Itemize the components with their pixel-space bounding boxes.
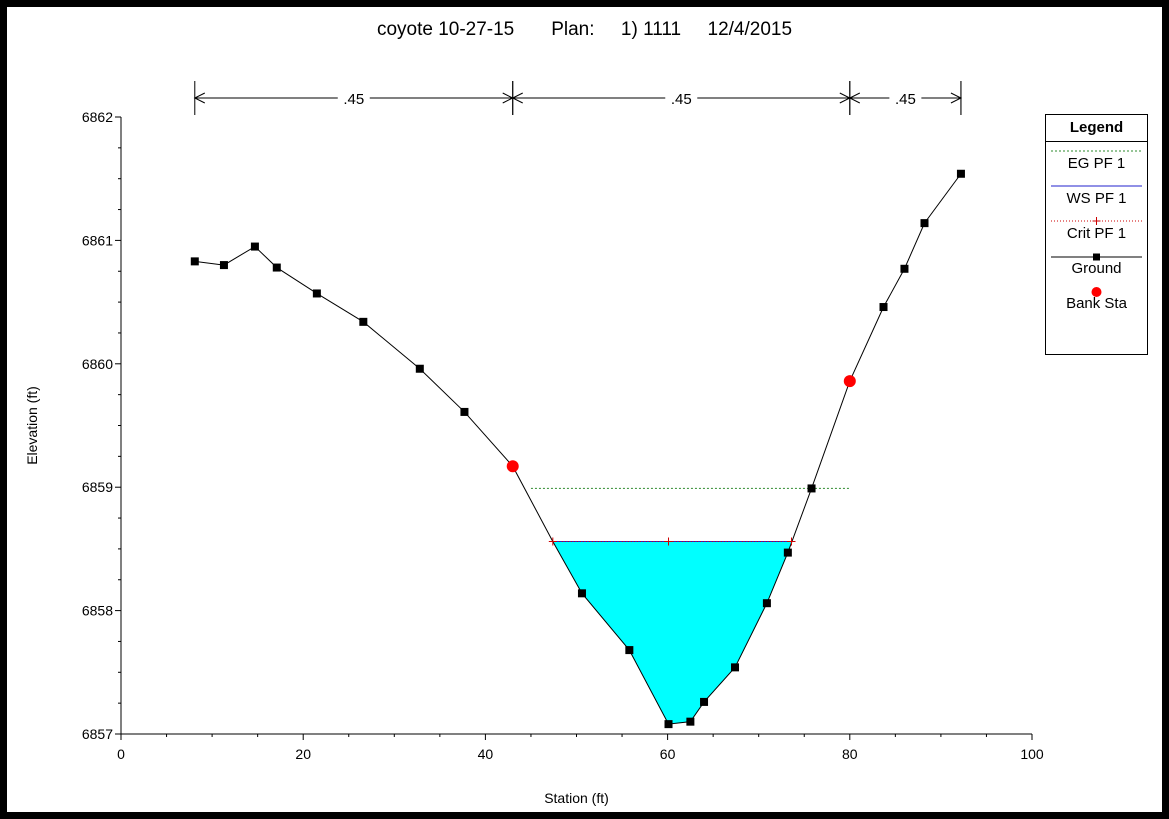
ground-point [312, 289, 321, 298]
plus-line-icon [1051, 217, 1142, 225]
series-lines [194, 173, 962, 725]
y-tick-label: 6861 [82, 232, 113, 248]
x-tick-label: 60 [660, 746, 676, 762]
ground-point [686, 717, 695, 726]
legend-title: Legend [1046, 115, 1147, 142]
y-tick-label: 6860 [82, 356, 113, 372]
x-tick-label: 100 [1020, 746, 1044, 762]
ground-point [460, 407, 469, 416]
legend-label: Bank Sta [1066, 295, 1127, 312]
legend-item-crit: Crit PF 1 [1046, 212, 1147, 247]
dashed-line-icon [1051, 150, 1142, 152]
x-tick-label: 40 [478, 746, 494, 762]
ground-point [879, 303, 888, 312]
red-dot-icon [1091, 287, 1102, 297]
axes: 0 20 40 60 80 100 6857 6858 6859 6860 6861 6862 [82, 109, 1044, 762]
legend: Legend EG PF 1 WS PF 1 Crit PF 1 Ground … [1045, 114, 1148, 355]
y-tick-label: 6862 [82, 109, 113, 125]
ground-line [194, 173, 962, 725]
ground-point [731, 663, 740, 672]
square-line-icon [1051, 253, 1142, 261]
ground-point [920, 219, 929, 228]
n-arrow-head [511, 92, 523, 104]
y-tick-label: 6857 [82, 726, 113, 742]
legend-item-ws: WS PF 1 [1046, 177, 1147, 212]
ground-point [956, 169, 965, 178]
ground-point [762, 599, 771, 608]
n-arrow-head [193, 92, 206, 104]
legend-label: Ground [1071, 260, 1122, 277]
ground-point [250, 242, 259, 251]
crit-plus-marker [664, 537, 673, 546]
chart-frame: coyote 10-27-15 Plan: 1) 1111 12/4/2015 … [7, 7, 1162, 812]
solid-line-icon [1051, 185, 1142, 187]
ground-point [783, 548, 792, 557]
bank-station-point [843, 375, 856, 388]
y-tick-label: 6859 [82, 479, 113, 495]
crit-plus-marker [787, 537, 796, 546]
y-axis-label: Elevation (ft) [24, 386, 40, 465]
x-tick-label: 0 [117, 746, 125, 762]
legend-label: Crit PF 1 [1066, 225, 1127, 242]
legend-label: EG PF 1 [1067, 155, 1126, 172]
ground-point [219, 261, 228, 270]
ground-point [415, 364, 424, 373]
legend-label: WS PF 1 [1066, 190, 1127, 207]
crit-plus-marker [548, 537, 557, 546]
ground-point [625, 646, 634, 655]
ground-point [577, 589, 586, 598]
series-markers [190, 169, 965, 729]
water-fill [552, 541, 792, 725]
ground-point [272, 263, 281, 272]
x-axis-label: Station (ft) [544, 790, 609, 806]
ground-point [664, 720, 673, 729]
x-tick-label: 80 [842, 746, 858, 762]
water-surface-fill [552, 541, 792, 725]
ground-point [900, 264, 909, 273]
x-tick-label: 20 [295, 746, 311, 762]
ground-point [190, 257, 199, 266]
ground-point [359, 317, 368, 326]
n-arrow-head [848, 92, 861, 104]
legend-item-bank: Bank Sta [1046, 282, 1147, 317]
ground-point [700, 697, 709, 706]
n-value-label: .45 [343, 91, 364, 108]
y-tick-label: 6858 [82, 603, 113, 619]
bank-station-point [506, 460, 519, 473]
legend-item-ground: Ground [1046, 247, 1147, 282]
plot-area: 0 20 40 60 80 100 6857 6858 6859 6860 6861 6862 .45… [24, 81, 1044, 806]
n-value-label: .45 [671, 91, 692, 108]
legend-item-eg: EG PF 1 [1046, 142, 1147, 177]
n-value-label: .45 [895, 91, 916, 108]
ground-point [807, 484, 816, 493]
chart-title: coyote 10-27-15 Plan: 1) 1111 12/4/2015 [376, 19, 793, 40]
mannings-n-annotations: .45 .45 .45 [193, 81, 963, 115]
